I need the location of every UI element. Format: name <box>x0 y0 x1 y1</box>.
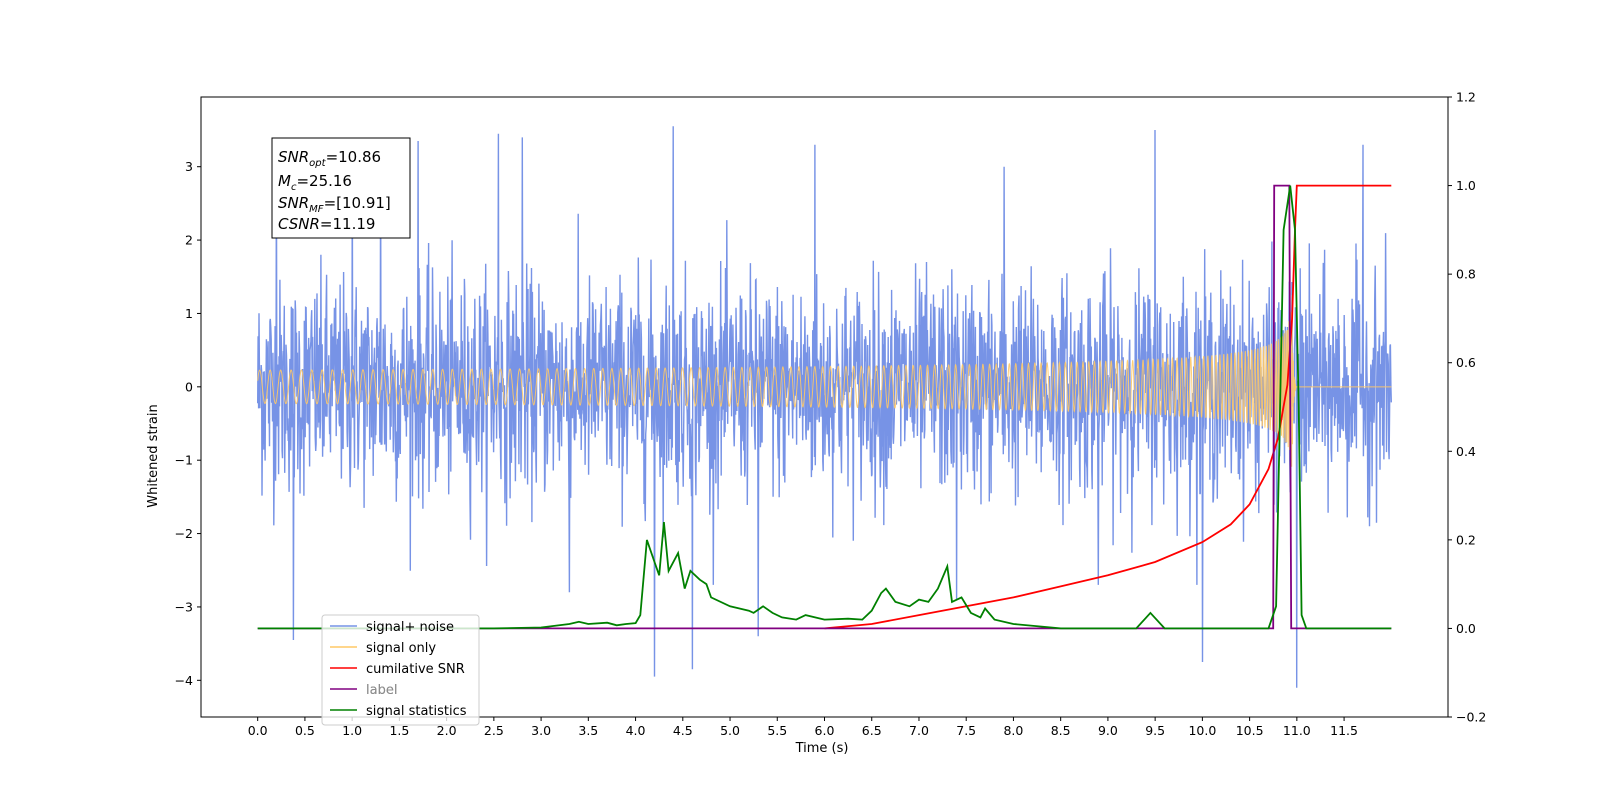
series-line-signal-only <box>257 295 1392 467</box>
y2-tick-label: 0.0 <box>1456 621 1476 636</box>
stat-mc: Mc=25.16 <box>278 172 352 193</box>
stat-snr-mf: SNRMF=[10.91] <box>278 194 391 215</box>
x-tick-label: 10.0 <box>1188 723 1216 738</box>
legend-label-cumulative-snr: cumilative SNR <box>366 662 465 677</box>
x-tick-label: 7.0 <box>909 723 929 738</box>
legend-label-label: label <box>366 683 397 698</box>
x-tick-label: 8.5 <box>1051 723 1071 738</box>
y2-tick-label: 1.0 <box>1456 178 1476 193</box>
y2-tick-label: 1.2 <box>1456 90 1476 105</box>
y-axis-label: Whitened strain <box>146 404 161 507</box>
legend-frame <box>321 614 480 726</box>
x-tick-label: 2.0 <box>437 723 457 738</box>
legend-label-signal-noise: signal+ noise <box>366 620 454 635</box>
x-tick-label: 9.0 <box>1098 723 1118 738</box>
y-tick-label: 3 <box>185 159 193 174</box>
x-tick-label: 3.5 <box>578 723 598 738</box>
y2-tick-label: 0.2 <box>1456 532 1476 547</box>
x-tick-label: 2.5 <box>484 723 504 738</box>
x-tick-label: 11.0 <box>1283 723 1311 738</box>
series-line-signal-statistics <box>257 185 1392 630</box>
x-tick-label: 11.5 <box>1330 723 1358 738</box>
stat-snr-opt: SNRopt=10.86 <box>278 148 381 169</box>
y-tick-label: −2 <box>175 526 193 541</box>
series-line-cumulative-snr <box>824 184 1392 630</box>
y-tick-label: 0 <box>185 379 193 394</box>
x-tick-label: 6.5 <box>862 723 882 738</box>
stats-box-frame <box>271 137 411 239</box>
legend-label-label-only: label only <box>366 683 429 698</box>
y-tick-label: −4 <box>175 673 193 688</box>
x-tick-label: 10.5 <box>1236 723 1264 738</box>
y2-tick-label: 0.8 <box>1456 267 1476 282</box>
x-tick-label: 9.5 <box>1145 723 1165 738</box>
legend-label-signal-only: signal only <box>366 641 436 656</box>
x-tick-label: 7.5 <box>956 723 976 738</box>
x-tick-label: 8.0 <box>1003 723 1023 738</box>
y2-tick-label: 0.4 <box>1456 444 1476 459</box>
x-tick-label: 3.0 <box>531 723 551 738</box>
x-tick-label: 1.5 <box>389 723 409 738</box>
stat-csnr: CSNR=11.19 <box>278 215 375 233</box>
y-tick-label: −1 <box>175 453 193 468</box>
x-tick-label: 0.0 <box>248 723 268 738</box>
x-axis-label: Time (s) <box>795 741 849 756</box>
y-tick-label: −3 <box>175 599 193 614</box>
plot-area: 0.0 0.5 1.0 1.5 2.0 2.5 3.0 3.5 4.0 4.5 5.0 5.5 6.0 6… <box>175 90 1487 739</box>
y-tick-label: 2 <box>185 233 193 248</box>
y2-tick-label: 0.6 <box>1456 355 1476 370</box>
x-tick-label: 5.0 <box>720 723 740 738</box>
y-tick-label: 1 <box>185 306 193 321</box>
stats-box: SNRopt=10.86 Mc=25.16 SNRMF=[10.91] CSNR… <box>271 137 411 239</box>
legend: signal+ noise signal only cumilative SNR… <box>321 614 480 726</box>
x-tick-label: 4.5 <box>673 723 693 738</box>
series-line-signal-noise <box>257 126 1392 688</box>
x-tick-label: 1.0 <box>342 723 362 738</box>
x-tick-label: 5.5 <box>767 723 787 738</box>
x-tick-label: 6.0 <box>815 723 835 738</box>
x-tick-label: 4.0 <box>626 723 646 738</box>
y2-tick-label: −0.2 <box>1456 710 1486 725</box>
x-tick-label: 0.5 <box>295 723 315 738</box>
legend-label-signal-statistics: signal statistics <box>366 704 467 719</box>
